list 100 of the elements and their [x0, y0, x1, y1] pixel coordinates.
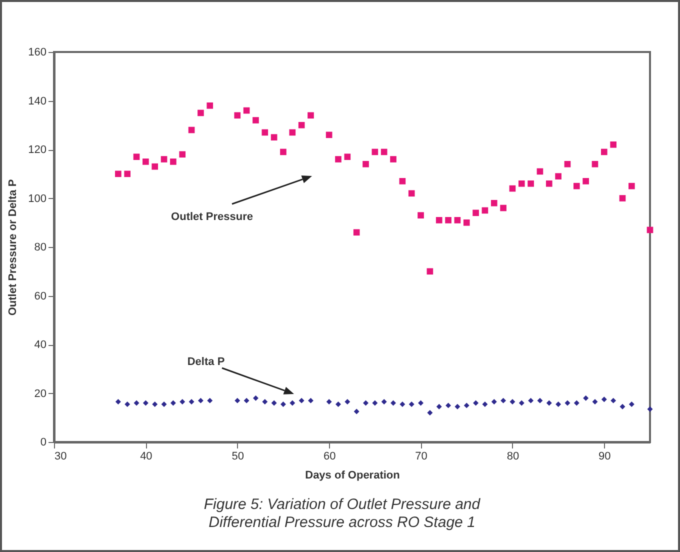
point [582, 178, 589, 184]
y-tick-label: 80 [34, 242, 46, 254]
point [252, 117, 259, 124]
point [564, 160, 571, 168]
point [573, 182, 580, 190]
point [536, 168, 544, 175]
point [592, 160, 598, 168]
point [390, 400, 396, 406]
point [280, 148, 286, 156]
point [372, 148, 378, 156]
point [335, 156, 342, 162]
point [574, 400, 580, 406]
point [400, 401, 406, 407]
point [142, 400, 148, 406]
point [115, 170, 122, 178]
point [491, 399, 497, 405]
annotation: Outlet Pressure [171, 211, 253, 223]
y-tick-label: 160 [28, 46, 46, 58]
point [354, 408, 360, 414]
point [344, 399, 350, 405]
point [446, 402, 452, 408]
point [528, 398, 534, 404]
point [252, 395, 258, 401]
point [270, 134, 278, 140]
y-tick-label: 40 [34, 339, 46, 351]
point [188, 399, 194, 405]
point [280, 401, 286, 407]
point [610, 398, 616, 404]
point [115, 399, 121, 405]
point [600, 148, 608, 156]
point [133, 154, 140, 160]
point [482, 207, 488, 214]
y-tick-label: 0 [40, 436, 46, 448]
point [583, 395, 589, 401]
point [234, 398, 240, 404]
point [170, 158, 176, 165]
y-tick-label: 100 [28, 192, 46, 205]
x-tick-label: 80 [506, 450, 520, 462]
point [509, 185, 516, 192]
point [262, 129, 268, 136]
point [473, 400, 479, 406]
point [271, 400, 277, 406]
point [454, 404, 460, 410]
x-axis-title: Days of Operation [305, 470, 400, 482]
point [344, 154, 351, 160]
point [436, 404, 442, 410]
point [510, 399, 516, 405]
point [161, 401, 167, 407]
point [518, 400, 524, 406]
x-tick-label: 60 [323, 450, 336, 462]
point [336, 401, 341, 407]
point [555, 173, 562, 180]
point [463, 219, 470, 226]
point [160, 156, 168, 162]
annotation: Delta P [187, 356, 225, 368]
point [234, 112, 241, 119]
x-tick-label: 30 [54, 450, 67, 462]
point [134, 400, 140, 406]
point [546, 180, 552, 187]
y-tick-label: 60 [34, 290, 46, 302]
point [528, 180, 534, 187]
point [188, 126, 195, 134]
point [418, 212, 424, 218]
y-axis-title: Outlet Pressure or Delta P [7, 179, 20, 316]
point [628, 182, 635, 190]
point [308, 398, 314, 404]
point [353, 229, 360, 236]
point [426, 268, 434, 275]
point [262, 399, 268, 405]
point [142, 158, 149, 165]
point [620, 404, 626, 410]
point [399, 178, 406, 184]
point [518, 180, 525, 187]
point [207, 398, 213, 404]
point [647, 406, 653, 412]
point [556, 401, 562, 407]
point [628, 401, 634, 407]
point [500, 204, 506, 212]
point [646, 226, 654, 234]
point [564, 400, 570, 406]
caption: Figure 5: Variation of Outlet Pressure and Differential Pressure across RO Stage 1 [202, 496, 482, 532]
point [326, 132, 332, 138]
point [198, 398, 204, 404]
point [206, 102, 214, 109]
x-tick-label: 40 [140, 450, 152, 462]
point [546, 400, 552, 406]
point [380, 148, 388, 156]
point [445, 217, 452, 224]
point [298, 122, 305, 128]
point [124, 170, 131, 178]
point [436, 217, 442, 224]
y-tick-label: 140 [28, 95, 46, 108]
point [170, 400, 176, 406]
point [289, 129, 296, 136]
point [418, 400, 424, 406]
point [152, 401, 158, 407]
point [408, 190, 415, 197]
point [537, 398, 543, 404]
x-tick-label: 90 [598, 450, 611, 462]
point [454, 217, 461, 224]
